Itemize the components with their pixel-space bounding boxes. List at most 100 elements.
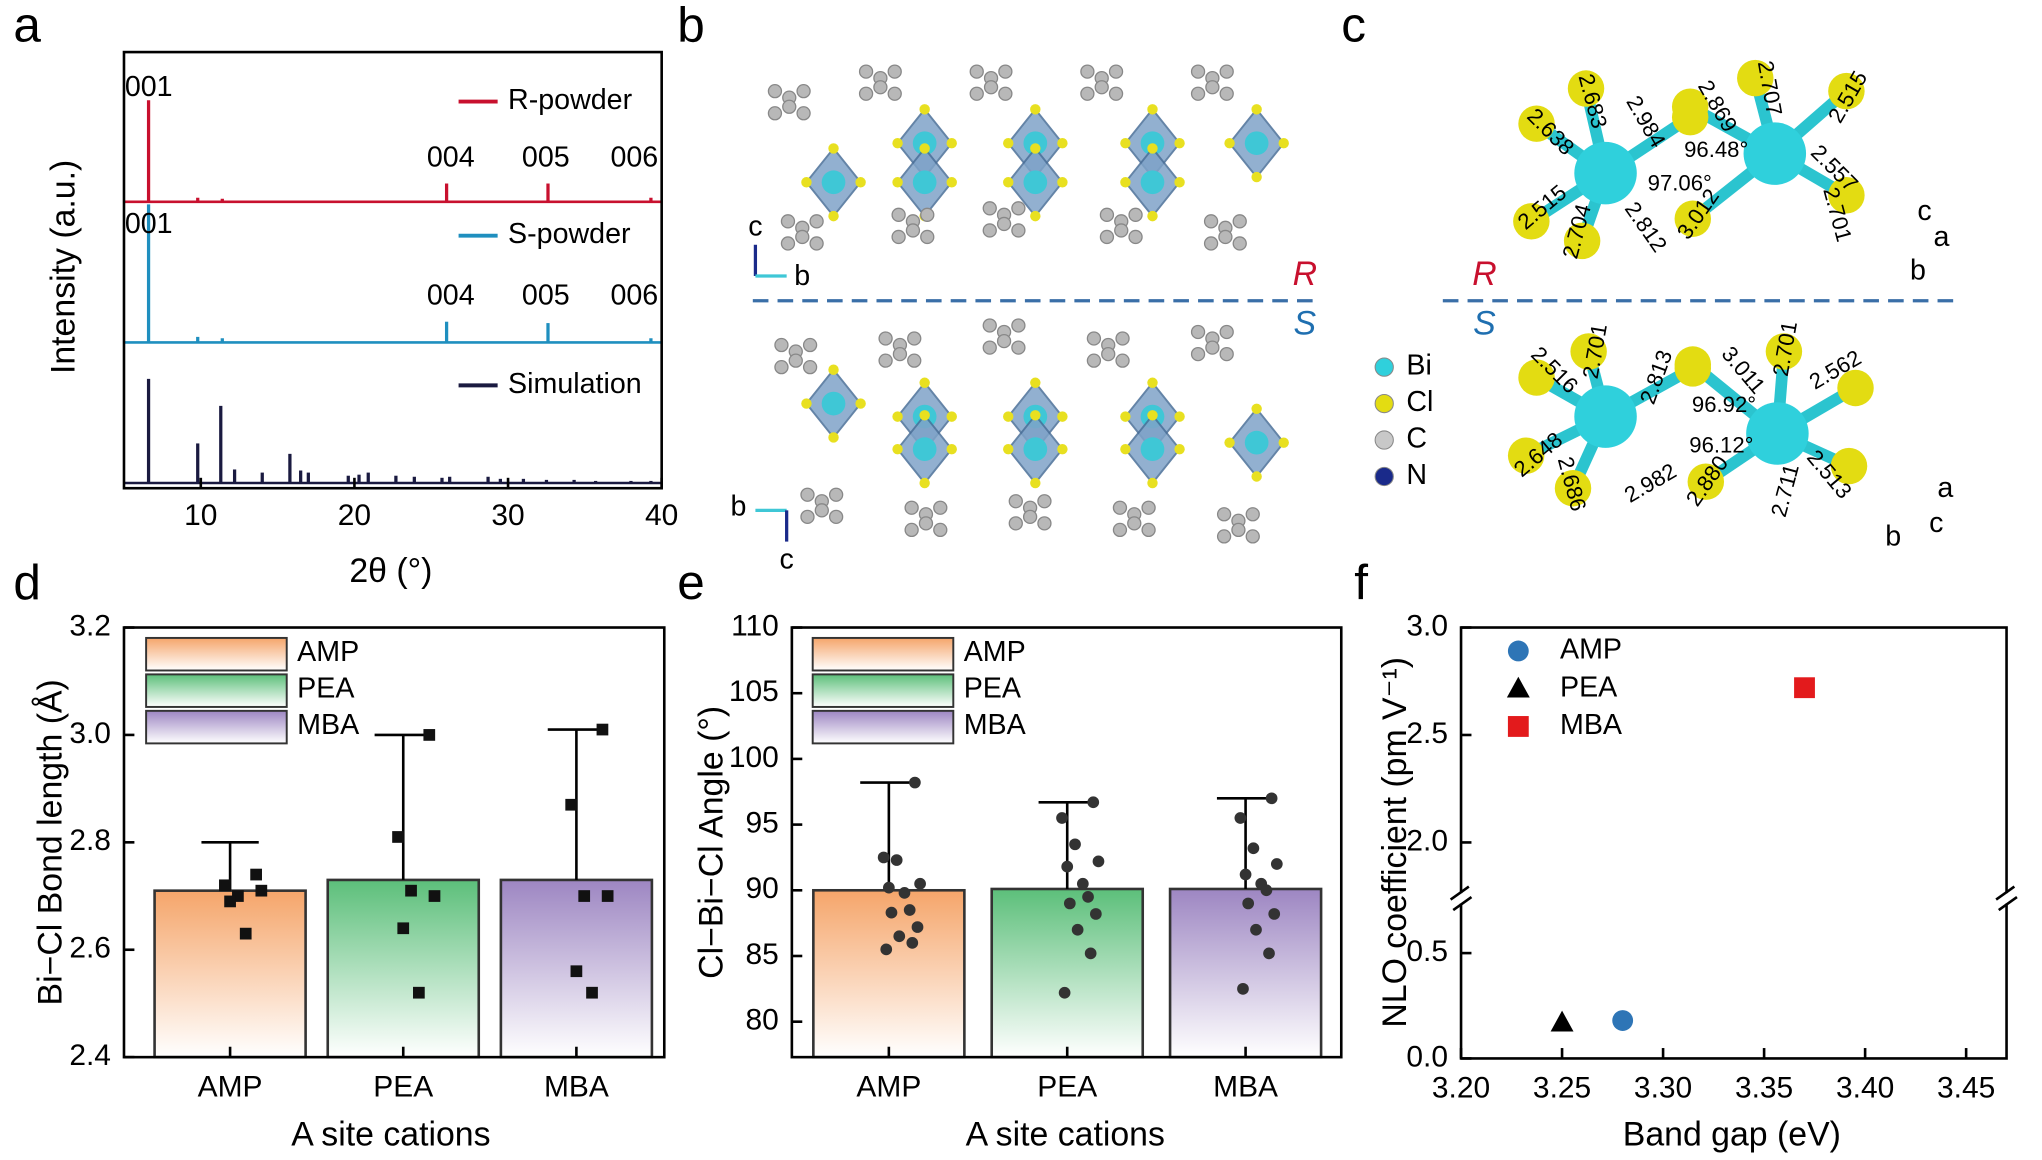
- c-atom: [1086, 331, 1102, 346]
- bar: [1168, 887, 1323, 1059]
- c-atom: [918, 516, 934, 531]
- cl-atom: [1120, 138, 1131, 149]
- x-tick-label: AMP: [198, 1070, 263, 1103]
- cl-atom: [1507, 437, 1545, 474]
- y-tick-label: 2.0: [1406, 824, 1448, 857]
- cl-atom: [1687, 463, 1725, 500]
- axis-letter: c: [1917, 195, 1931, 227]
- c-atom: [814, 503, 829, 518]
- c-atom: [795, 229, 810, 245]
- legend-label: AMP: [297, 636, 359, 668]
- legend-swatch: [145, 636, 288, 672]
- point: [601, 890, 614, 902]
- c-atom: [1115, 353, 1130, 368]
- c-atom: [1141, 522, 1156, 538]
- c-atom: [982, 318, 997, 333]
- c-atom: [800, 487, 815, 502]
- cl-atom: [1518, 105, 1555, 142]
- c-atom: [1190, 346, 1206, 362]
- point: [239, 927, 252, 940]
- c-atom: [996, 216, 1012, 232]
- bi-atom: [1023, 170, 1048, 195]
- point: [1612, 1010, 1634, 1031]
- point: [1071, 923, 1084, 936]
- point: [911, 921, 924, 933]
- bi-atom: [1023, 437, 1048, 462]
- bar: [153, 889, 307, 1059]
- point: [1268, 908, 1281, 920]
- cl-atom: [1278, 437, 1289, 448]
- point: [1260, 884, 1273, 897]
- c-atom: [1203, 214, 1219, 229]
- point: [1084, 947, 1097, 960]
- c-atom: [998, 86, 1013, 101]
- cl-atom: [828, 210, 839, 222]
- point: [1058, 986, 1071, 999]
- c-atom: [1127, 516, 1142, 531]
- bi-atom: [821, 391, 846, 416]
- bar: [812, 888, 966, 1059]
- c-atom: [907, 331, 922, 346]
- cl-atom: [1147, 210, 1158, 222]
- x-tick-label: 30: [491, 499, 524, 532]
- axis-letter: c: [748, 210, 762, 242]
- x-axis-label: Band gap (eV): [1623, 1116, 1841, 1154]
- cl-atom: [919, 104, 930, 115]
- x-tick-label: 3.20: [1432, 1072, 1490, 1105]
- cl-atom: [1003, 443, 1014, 455]
- legend-swatch: [811, 673, 955, 708]
- point: [1061, 860, 1074, 873]
- c-atom: [1232, 236, 1247, 251]
- panel-label: d: [13, 555, 41, 610]
- y-tick-label: 2.8: [69, 824, 111, 857]
- peak-label: 006: [610, 279, 658, 311]
- point: [880, 943, 893, 956]
- x-tick-label: 20: [338, 499, 371, 532]
- c-atom: [1216, 529, 1232, 544]
- c-atom: [767, 106, 783, 121]
- legend-label: Cl: [1406, 386, 1433, 418]
- error-bar: [1038, 800, 1096, 889]
- c-atom: [873, 80, 888, 95]
- peak-label: 004: [427, 279, 475, 311]
- point: [224, 895, 236, 908]
- point: [882, 881, 895, 894]
- cl-atom: [1030, 143, 1041, 154]
- c-atom: [800, 509, 815, 525]
- cl-atom: [1251, 471, 1262, 482]
- cl-atom: [1030, 377, 1041, 388]
- c-atom: [996, 333, 1012, 349]
- c-atom: [809, 214, 824, 229]
- point: [898, 887, 911, 899]
- c-atom: [982, 223, 997, 238]
- peak-label: 001: [125, 208, 173, 240]
- x-tick-label: 3.40: [1836, 1072, 1894, 1105]
- cl-atom: [1030, 210, 1041, 222]
- c-atom: [1115, 331, 1130, 346]
- point: [565, 798, 578, 811]
- y-tick-label: 3.0: [69, 717, 111, 750]
- axis-letter: c: [780, 544, 794, 576]
- frame: [122, 50, 663, 490]
- cl-atom: [1674, 346, 1712, 383]
- c-atom: [1099, 229, 1115, 245]
- point: [1270, 858, 1283, 870]
- c-atom: [982, 201, 997, 216]
- point: [219, 879, 231, 892]
- axis-letter: b: [1910, 255, 1926, 287]
- c-atom: [774, 359, 789, 375]
- c-atom: [858, 86, 874, 101]
- x-tick-label: MBA: [1213, 1070, 1278, 1103]
- point: [1237, 982, 1249, 995]
- bi-atom: [1244, 430, 1269, 455]
- cl-atom: [1671, 88, 1709, 125]
- bi-atom: [1574, 141, 1637, 205]
- point: [1076, 877, 1089, 890]
- bi-atom: [912, 170, 937, 195]
- bi-atom: [1244, 131, 1269, 156]
- c-atom: [796, 83, 811, 99]
- cl-atom: [1828, 177, 1865, 214]
- cl-atom: [1737, 59, 1774, 97]
- point: [1069, 838, 1081, 851]
- point: [1087, 796, 1100, 809]
